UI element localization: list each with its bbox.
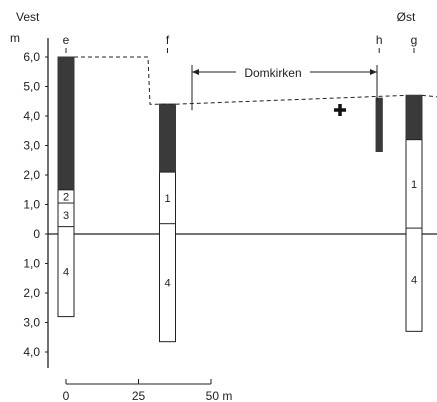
layer-label: 1 [411,179,417,191]
dark-layer [405,94,423,141]
layer-label: 3 [63,210,69,222]
surface-line [74,56,407,105]
profile-h: h [375,33,383,152]
dark-layer [375,97,383,152]
cross-icon [334,104,346,116]
east-label: Øst [397,10,416,24]
y-tick-label: 2,0 [23,286,40,300]
dome-label: Domkirken [244,66,301,80]
y-tick-label: 5,0 [23,80,40,94]
layer-label: 4 [63,267,69,279]
profile-label: g [411,33,418,47]
axis-unit-label: m [10,31,20,45]
arrow-head-left [192,69,199,75]
layer-label: 4 [411,275,417,287]
scale-bar: 0 25 50 m [63,379,233,402]
profile-f: 1 4 f [159,33,176,343]
y-tick-label: 4,0 [23,109,40,123]
scale-tick-label: 0 [63,389,70,402]
y-tick-label: 6,0 [23,50,40,64]
profile-columns: 2 3 4 e 1 4 f h 1 4 g [57,33,423,343]
y-tick-label: 3,0 [23,139,40,153]
scale-tick-label: 50 m [206,389,233,402]
west-label: Vest [16,10,40,24]
y-tick-label: 4,0 [23,345,40,359]
y-tick-label: 1,0 [23,257,40,271]
profile-e: 2 3 4 e [57,33,75,318]
annotations: Domkirken [74,56,437,116]
y-tick-label: 1,0 [23,198,40,212]
layer-label: 2 [63,191,69,203]
y-tick-label: 2,0 [23,168,40,182]
surface-line-east [421,94,437,98]
dark-layer [159,103,176,173]
dark-layer [57,56,75,191]
layer-label: 4 [164,278,170,290]
y-tick-label: 0 [33,227,40,241]
y-axis: m Vest Øst 6,0 5,0 4,0 3,0 2,0 1,0 0 1,0 2,0 3,0 4,0 [10,10,437,368]
profile-label: e [63,33,70,47]
layer-label: 1 [164,193,170,205]
profile-label: h [376,33,383,47]
profile-label: f [166,33,170,47]
arrow-head-right [370,69,377,75]
y-tick-label: 3,0 [23,316,40,330]
scale-tick-label: 25 [132,389,146,402]
profile-g: 1 4 g [405,33,423,332]
